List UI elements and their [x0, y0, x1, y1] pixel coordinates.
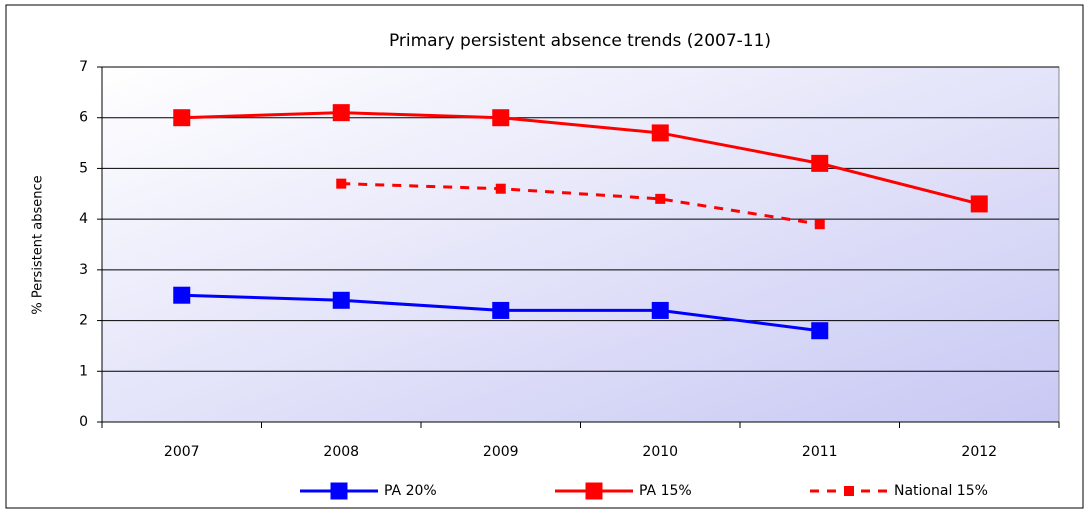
x-tick-label: 2012	[961, 444, 997, 460]
x-tick-label: 2007	[164, 444, 200, 460]
y-tick-label: 4	[79, 211, 88, 227]
marker	[492, 109, 510, 127]
legend-label: PA 20%	[384, 483, 437, 499]
x-tick-label: 2009	[483, 444, 519, 460]
y-axis-label: % Persistent absence	[31, 175, 46, 314]
marker	[332, 104, 350, 122]
y-tick-label: 1	[79, 363, 88, 379]
x-tick-label: 2010	[642, 444, 678, 460]
marker	[651, 124, 669, 142]
marker	[651, 301, 669, 319]
marker	[173, 109, 191, 127]
marker	[655, 193, 666, 204]
y-tick-label: 6	[79, 110, 88, 126]
chart-title: Primary persistent absence trends (2007-…	[389, 31, 771, 51]
marker	[492, 301, 510, 319]
marker	[495, 183, 506, 194]
legend-marker	[330, 482, 348, 500]
y-tick-label: 0	[79, 414, 88, 430]
y-tick-label: 3	[79, 262, 88, 278]
marker	[332, 291, 350, 309]
legend-marker	[585, 482, 603, 500]
marker	[173, 286, 191, 304]
plot-area	[101, 66, 1060, 423]
x-tick-label: 2008	[323, 444, 359, 460]
y-tick-label: 2	[79, 313, 88, 329]
x-tick-label: 2011	[802, 444, 838, 460]
legend-label: PA 15%	[639, 483, 692, 499]
marker	[814, 219, 825, 230]
marker	[336, 178, 347, 189]
series-line	[341, 182, 820, 226]
series-line	[181, 111, 980, 206]
marker	[811, 322, 829, 340]
legend-marker	[844, 486, 854, 496]
y-tick-label: 5	[79, 160, 88, 176]
marker	[811, 154, 829, 172]
legend-label: National 15%	[894, 483, 988, 499]
marker	[970, 195, 988, 213]
y-tick-label: 7	[79, 59, 88, 75]
